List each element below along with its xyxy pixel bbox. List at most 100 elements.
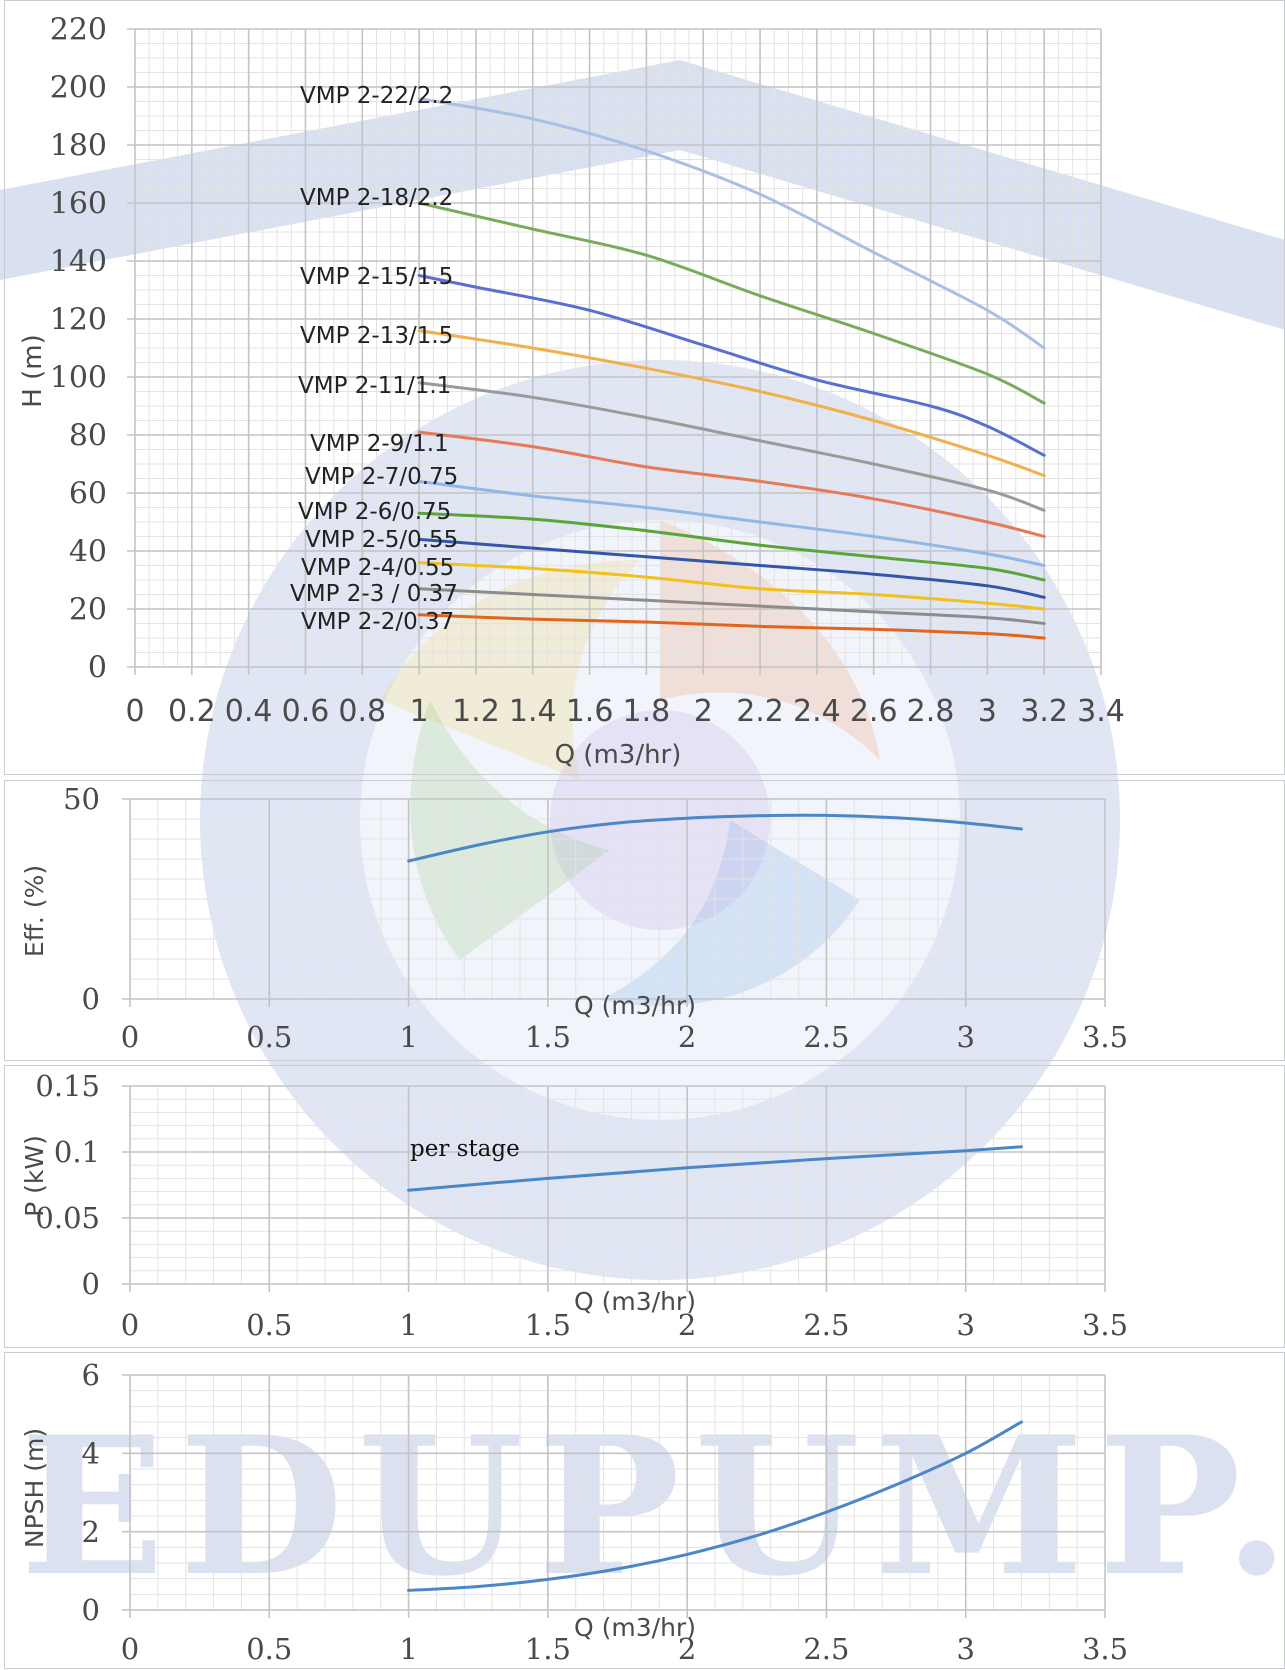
series-label: VMP 2-18/2.2 (300, 185, 453, 211)
grid-lines (122, 1085, 1106, 1292)
x-tick-label: 3.5 (1082, 1020, 1128, 1054)
y-tick-label: 60 (69, 477, 107, 512)
x-tick-label: 2.5 (803, 1632, 849, 1666)
efficiency-chart: 0 0.5 1 1.5 2 2.5 3 3.5 0 50 Q (m3/hr) Eff. (%) (20, 782, 1128, 1054)
series-line-vmp-2-6-0-75 (417, 511, 1046, 582)
x-tick-label: 2.4 (793, 694, 841, 729)
x-tick-label: 1.8 (623, 694, 671, 729)
npsh-chart: 0 0.5 1 1.5 2 2.5 3 3.5 0 2 4 6 Q (m3/hr) NPSH (m) (20, 1358, 1128, 1666)
x-tick-label: 1 (399, 1632, 417, 1666)
series-line (407, 1420, 1023, 1592)
x-tick-label: 2.5 (803, 1020, 849, 1054)
y-axis-label: Eff. (%) (20, 865, 49, 957)
x-tick-label: 0 (125, 694, 144, 729)
y-axis-label: P (kW) (20, 1135, 49, 1217)
x-axis-label: Q (m3/hr) (574, 1287, 696, 1316)
series-line-vmp-2-7-0-75 (417, 479, 1046, 567)
x-tick-label: 0.4 (225, 694, 273, 729)
series-label: VMP 2-6/0.75 (298, 499, 451, 525)
y-tick-label: 0.05 (35, 1201, 100, 1235)
x-tick-label: 0.5 (246, 1308, 292, 1342)
x-tick-label: 0.6 (282, 694, 330, 729)
grid-lines (122, 1374, 1106, 1618)
series-line-vmp-2-13-1-5 (417, 329, 1046, 478)
series-line-vmp-2-9-1-1 (417, 430, 1046, 538)
series-line-vmp-2-11-1-1 (417, 381, 1046, 512)
x-tick-label: 2.2 (736, 694, 784, 729)
series-label: VMP 2-15/1.5 (300, 264, 453, 290)
x-tick-label: 1.2 (452, 694, 500, 729)
y-tick-label: 50 (63, 782, 100, 816)
x-axis-label: Q (m3/hr) (574, 991, 696, 1020)
y-axis-label: H (m) (18, 334, 48, 407)
y-tick-label: 100 (50, 361, 107, 396)
x-tick-label: 1.5 (525, 1308, 571, 1342)
x-tick-label: 1.4 (509, 694, 557, 729)
x-tick-label: 0.8 (338, 694, 386, 729)
x-tick-label: 3 (956, 1020, 974, 1054)
x-tick-label: 0 (121, 1308, 139, 1342)
npsh-chart-panel: 0 0.5 1 1.5 2 2.5 3 3.5 0 2 4 6 Q (m3/hr) NPSH (m) (4, 1352, 1285, 1669)
y-tick-label: 2 (82, 1515, 100, 1549)
head-curve-chart: 0 0.2 0.4 0.6 0.8 1 1.2 1.4 1.6 1.8 2 2.2 2.4 2.6 2.8 3… (18, 13, 1125, 771)
x-tick-label: 0 (121, 1020, 139, 1054)
y-tick-label: 0 (82, 1267, 100, 1301)
x-tick-label: 3.5 (1082, 1632, 1128, 1666)
y-tick-label: 6 (82, 1358, 100, 1392)
x-tick-label: 3 (956, 1308, 974, 1342)
plot-area (130, 1086, 1105, 1284)
x-tick-label: 2 (694, 694, 713, 729)
x-tick-label: 1 (410, 694, 429, 729)
y-axis-label: NPSH (m) (20, 1428, 49, 1548)
series-line-vmp-2-18-2-2 (417, 201, 1046, 405)
grid-lines (127, 28, 1102, 675)
x-tick-label: 1.5 (525, 1632, 571, 1666)
series-label: VMP 2-13/1.5 (300, 323, 453, 349)
y-tick-label: 120 (50, 303, 107, 338)
series-line-vmp-2-4-0-55 (417, 561, 1046, 611)
y-tick-label: 0.1 (54, 1135, 100, 1169)
x-tick-label: 2 (678, 1020, 696, 1054)
series-line-vmp-2-5-0-55 (417, 537, 1046, 599)
x-tick-label: 2.6 (850, 694, 898, 729)
x-tick-label: 1 (399, 1308, 417, 1342)
y-tick-label: 160 (50, 187, 107, 222)
x-tick-label: 1.6 (566, 694, 614, 729)
x-tick-label: 1 (399, 1020, 417, 1054)
series-line-vmp-2-22-2-2 (417, 97, 1046, 350)
chart-annotation: per stage (410, 1136, 520, 1162)
series-label: VMP 2-3 / 0.37 (290, 581, 458, 607)
series-line (407, 1145, 1023, 1192)
head-chart-panel: 0 0.2 0.4 0.6 0.8 1 1.2 1.4 1.6 1.8 2 2.2 2.4 2.6 2.8 3… (4, 0, 1285, 775)
series-label: VMP 2-11/1.1 (298, 373, 451, 399)
series-label: VMP 2-2/0.37 (301, 609, 454, 635)
x-tick-label: 0.2 (168, 694, 216, 729)
grid-lines (122, 798, 1106, 1007)
power-chart: 0 0.5 1 1.5 2 2.5 3 3.5 0 0.05 0.1 0.15 Q (m3/hr) P (… (20, 1069, 1128, 1342)
x-tick-label: 3.2 (1020, 694, 1068, 729)
series-label: VMP 2-22/2.2 (300, 83, 453, 109)
x-tick-label: 1.5 (525, 1020, 571, 1054)
x-tick-label: 0 (121, 1632, 139, 1666)
y-tick-label: 0 (88, 651, 107, 686)
x-tick-label: 2 (678, 1308, 696, 1342)
x-tick-label: 3 (978, 694, 997, 729)
y-tick-label: 80 (69, 419, 107, 454)
series-label: VMP 2-4/0.55 (301, 555, 454, 581)
x-tick-label: 2 (678, 1632, 696, 1666)
y-tick-label: 0.15 (35, 1069, 100, 1103)
x-axis-label: Q (m3/hr) (574, 1613, 696, 1642)
series-line (407, 813, 1023, 863)
plot-area (130, 1375, 1105, 1610)
series-label: VMP 2-7/0.75 (305, 464, 458, 490)
x-tick-label: 0.5 (246, 1020, 292, 1054)
x-tick-label: 0.5 (246, 1632, 292, 1666)
series-line-vmp-2-3-0-37 (417, 587, 1046, 625)
y-tick-label: 180 (50, 129, 107, 164)
y-tick-label: 200 (50, 71, 107, 106)
y-tick-label: 220 (50, 13, 107, 48)
y-tick-label: 0 (82, 982, 100, 1016)
series-line-vmp-2-2-0-37 (417, 613, 1046, 640)
power-chart-panel: 0 0.5 1 1.5 2 2.5 3 3.5 0 0.05 0.1 0.15 Q (m3/hr) P (… (4, 1065, 1285, 1348)
x-tick-label: 3 (956, 1632, 974, 1666)
